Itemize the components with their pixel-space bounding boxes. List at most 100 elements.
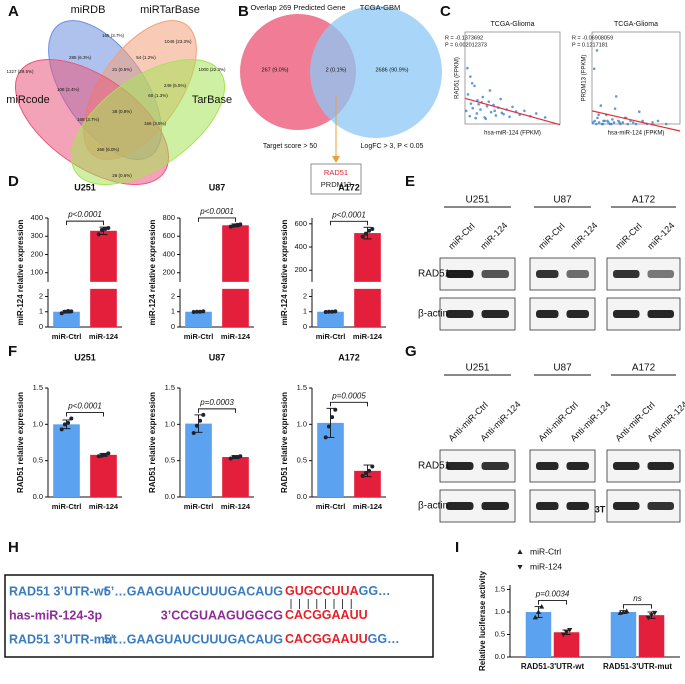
y-axis-label: RAD51 relative expression (280, 392, 289, 493)
data-point (66, 420, 71, 425)
significance-label: p<0.0001 (67, 210, 102, 219)
blot-band (536, 310, 559, 318)
scatter-point (664, 122, 668, 126)
y-tick-label: 0.0 (33, 492, 43, 501)
y-tick-label: 100 (30, 268, 43, 277)
y-tick-label: 0.5 (495, 629, 505, 638)
row-label: β-actin (418, 309, 448, 320)
data-point (106, 451, 111, 456)
bar (222, 457, 249, 497)
data-point (323, 435, 328, 440)
data-point (194, 309, 199, 314)
venn-region-label: 165 (3.7%) (102, 33, 125, 38)
scatter-point (523, 109, 526, 113)
significance-label: p<0.0001 (67, 402, 102, 411)
chart-title: U251 (74, 182, 96, 192)
blot-band (536, 462, 559, 470)
x-tick-label: miR-Ctrl (316, 332, 346, 341)
scatter-point (597, 121, 601, 124)
venn-title: Overlap 269 Predicted Gene (250, 3, 345, 12)
venn-region-label: 168 (3.7%) (77, 117, 100, 122)
arrow-head (332, 156, 340, 163)
venn-set (70, 58, 226, 186)
scatter-point (591, 121, 595, 124)
bar (354, 288, 381, 327)
data-point (624, 608, 630, 614)
blot-band (647, 310, 674, 318)
data-point (59, 427, 64, 432)
venn-region-label: 156 (3.5%) (144, 121, 167, 126)
scatter-point (502, 112, 505, 116)
scatter-point (621, 121, 625, 124)
binding-site: CACGGAAUU (285, 632, 368, 646)
blot-band (446, 270, 474, 278)
bar (90, 454, 117, 497)
significance-bracket (198, 408, 236, 413)
scatter-point (600, 122, 604, 126)
y-tick-label: 400 (30, 213, 43, 222)
scatter-point (626, 122, 630, 126)
scatter-point (468, 114, 472, 118)
y-axis-label: RAD51 relative expression (148, 392, 157, 493)
y-tick-label: 200 (294, 265, 307, 274)
y-tick-label: 200 (30, 249, 43, 258)
blot-band (566, 310, 589, 318)
y-tick-label: 0.5 (33, 456, 43, 465)
x-tick-label: miR-124 (89, 502, 119, 511)
sequence-name: has-miR-124-3p (9, 608, 102, 622)
chart-title: U87 (209, 352, 226, 362)
data-point (198, 418, 203, 423)
cell-line-label: U87 (553, 363, 572, 374)
y-axis-label: RAD51 relative expression (16, 392, 25, 493)
scatter-point (508, 115, 511, 119)
y-tick-label: 0 (39, 322, 43, 331)
x-tick-label: miR-124 (89, 332, 119, 341)
data-point (360, 473, 365, 478)
venn-region-label: 60 (1.3%) (148, 93, 168, 98)
data-point (96, 232, 101, 237)
scatter-point (614, 95, 618, 98)
scatter-point (473, 84, 476, 88)
x-tick-label: miR-Ctrl (52, 502, 82, 511)
cell-line-label: A172 (632, 195, 656, 206)
bar (185, 423, 212, 497)
venn-region-label: 54 (1.2%) (136, 55, 156, 60)
x-tick-label: miR-124 (353, 502, 383, 511)
sequence-site-line: CACGGAAUUGG… (285, 632, 400, 646)
bar (553, 632, 580, 657)
significance-bracket (198, 217, 236, 222)
blot-band (481, 502, 509, 510)
significance-label: p=0.0034 (535, 590, 570, 599)
data-point (62, 309, 67, 314)
blot-band (446, 462, 474, 470)
data-point (191, 431, 196, 436)
y-axis-label: miR-124 relative expression (148, 219, 157, 325)
data-point (106, 226, 111, 231)
cell-line-label: A172 (632, 363, 656, 374)
scatter-point (641, 119, 644, 123)
sequence-site-line: GUGCCUUAGG… (285, 584, 391, 598)
scatter-point (595, 49, 599, 52)
y-tick-label: 1.0 (33, 419, 43, 428)
y-tick-label: 600 (162, 231, 175, 240)
scatter-point (596, 116, 599, 120)
chart-title: TCGA-Glioma (491, 21, 535, 28)
scatter-point (656, 119, 660, 123)
data-point (360, 234, 365, 239)
bar (222, 225, 249, 282)
scatter-point (470, 81, 474, 85)
venn-set-label: LogFC > 3, P < 0.05 (361, 143, 424, 150)
data-point (235, 455, 240, 460)
blot-band (647, 462, 674, 470)
stat-annotation: P = 0.002012373 (445, 42, 487, 48)
blot-band (613, 502, 640, 510)
data-point (645, 615, 651, 621)
venn-region-label: 285 (6.3%) (69, 55, 92, 60)
legend-label: miR-Ctrl (530, 546, 561, 556)
data-point (363, 471, 368, 476)
data-point (96, 454, 101, 459)
data-point (198, 309, 203, 314)
panel-letter: I (455, 539, 459, 556)
data-point (59, 311, 64, 316)
